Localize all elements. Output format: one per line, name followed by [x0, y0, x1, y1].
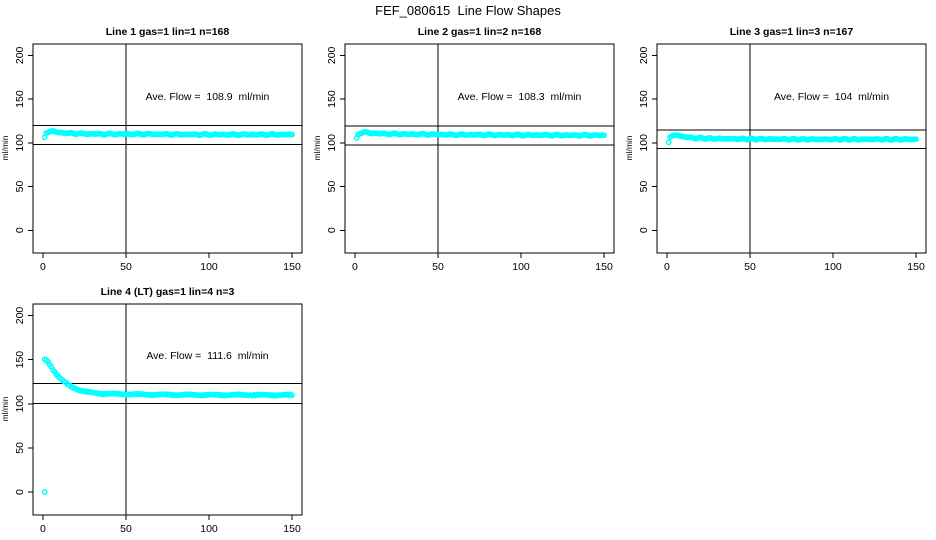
y-axis-label: ml/min — [624, 135, 634, 161]
x-tick-label: 50 — [120, 523, 132, 535]
x-tick-label: 150 — [907, 261, 925, 270]
y-tick-label: 100 — [326, 134, 338, 152]
x-tick-label: 0 — [352, 261, 358, 270]
subplot-title: Line 3 gas=1 lin=3 n=167 — [729, 26, 854, 38]
x-tick-label: 50 — [432, 261, 444, 270]
plot-box — [344, 43, 615, 254]
subplot-line-2: 0 50 100 150 0 50 100 150 200 Line 2 gas=1 lin=2… — [312, 0, 624, 270]
y-tick-label: 100 — [14, 134, 26, 152]
outlier-point — [41, 489, 48, 495]
x-tick-label: 100 — [824, 261, 842, 270]
subplot-line-3: 0 50 100 150 0 50 100 150 200 Line 3 gas=1 lin=3… — [624, 0, 936, 270]
x-tick-label: 150 — [595, 261, 613, 270]
y-axis-label: ml/min — [312, 135, 322, 161]
data-point — [289, 392, 295, 399]
y-tick-label: 150 — [14, 351, 26, 369]
y-axis-label: ml/min — [0, 396, 10, 422]
x-tick-label: 150 — [283, 523, 301, 535]
y-tick-label: 150 — [638, 90, 650, 108]
x-tick-label: 0 — [40, 523, 46, 535]
plot-box — [32, 43, 303, 254]
subplot-line-4: 0 50 100 150 0 50 100 150 200 Line 4 (LT) gas=1 … — [0, 270, 312, 540]
y-tick-label: 50 — [326, 181, 338, 193]
plot-canvas-line-1: 0 50 100 150 0 50 100 150 200 — [14, 43, 303, 270]
data-point — [601, 132, 607, 139]
x-tick-label: 50 — [744, 261, 756, 270]
plot-canvas-line-4: 0 50 100 150 0 50 100 150 200 — [14, 303, 303, 535]
plot-box — [32, 303, 303, 516]
y-tick-label: 200 — [14, 46, 26, 64]
y-tick-label: 0 — [14, 227, 26, 233]
x-tick-label: 50 — [120, 261, 132, 270]
ave-flow-annotation: Ave. Flow = 104 ml/min — [773, 91, 890, 103]
y-tick-label: 200 — [326, 46, 338, 64]
y-tick-label: 0 — [326, 227, 338, 233]
y-tick-label: 0 — [638, 227, 650, 233]
y-tick-label: 50 — [14, 181, 26, 193]
data-point — [913, 136, 919, 143]
y-tick-label: 200 — [638, 46, 650, 64]
y-tick-label: 200 — [14, 307, 26, 325]
data-point — [665, 139, 672, 146]
x-tick-label: 100 — [200, 261, 218, 270]
y-tick-label: 150 — [14, 90, 26, 108]
y-tick-label: 150 — [326, 90, 338, 108]
y-tick-label: 100 — [14, 395, 26, 413]
plot-canvas-line-3: 0 50 100 150 0 50 100 150 200 — [638, 43, 927, 270]
y-tick-label: 0 — [14, 489, 26, 495]
data-point — [289, 131, 295, 138]
subplot-line-1: 0 50 100 150 0 50 100 150 200 Line 1 gas=1 lin=1… — [0, 0, 312, 270]
y-tick-label: 50 — [638, 181, 650, 193]
plot-canvas-line-2: 0 50 100 150 0 50 100 150 200 — [326, 43, 615, 270]
page-title: FEF_080615 Line Flow Shapes — [375, 3, 561, 18]
x-tick-label: 100 — [200, 523, 218, 535]
x-tick-label: 0 — [664, 261, 670, 270]
subplot-title: Line 2 gas=1 lin=2 n=168 — [417, 26, 542, 38]
ave-flow-annotation: Ave. Flow = 108.9 ml/min — [145, 91, 270, 103]
ave-flow-annotation: Ave. Flow = 108.3 ml/min — [457, 91, 582, 103]
x-tick-label: 100 — [512, 261, 530, 270]
y-axis-label: ml/min — [0, 135, 10, 161]
x-tick-label: 0 — [40, 261, 46, 270]
y-tick-label: 50 — [14, 442, 26, 454]
ave-flow-annotation: Ave. Flow = 111.6 ml/min — [146, 350, 269, 362]
subplot-title: Line 1 gas=1 lin=1 n=168 — [105, 26, 230, 38]
subplot-title: Line 4 (LT) gas=1 lin=4 n=3 — [100, 286, 235, 298]
y-tick-label: 100 — [638, 134, 650, 152]
x-tick-label: 150 — [283, 261, 301, 270]
